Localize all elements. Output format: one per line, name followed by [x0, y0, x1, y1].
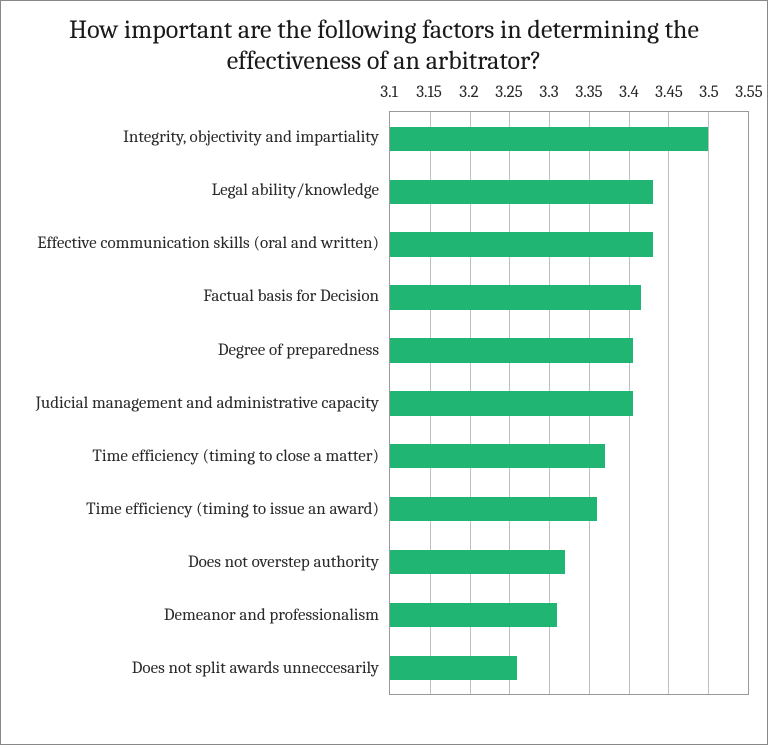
bar-slot [390, 483, 748, 536]
bar-slot [390, 430, 748, 483]
x-axis-row: 3.13.153.23.253.33.353.43.453.53.55 [19, 83, 749, 111]
bar [390, 127, 708, 151]
axis-label-spacer [19, 83, 389, 111]
bar-slot [390, 112, 748, 165]
category-label: Time efficiency (timing to issue an awar… [19, 483, 389, 536]
x-tick-label: 3.15 [416, 83, 442, 102]
bar-slot [390, 536, 748, 589]
plot-area [389, 111, 749, 695]
chart-title: How important are the following factors … [19, 15, 749, 77]
category-label: Degree of preparedness [19, 324, 389, 377]
bar-slot [390, 377, 748, 430]
bar-slot [390, 589, 748, 642]
bar [390, 550, 565, 574]
category-label: Time efficiency (timing to close a matte… [19, 430, 389, 483]
x-tick-label: 3.2 [459, 83, 478, 102]
chart-body: 3.13.153.23.253.33.353.43.453.53.55 Inte… [19, 83, 749, 695]
bar [390, 338, 633, 362]
category-label: Effective communication skills (oral and… [19, 218, 389, 271]
bar [390, 232, 653, 256]
x-tick-label: 3.25 [495, 83, 522, 102]
category-label: Judicial management and administrative c… [19, 377, 389, 430]
x-tick-label: 3.1 [380, 83, 398, 102]
category-label: Does not split awards unneccesarily [19, 642, 389, 695]
category-label: Demeanor and professionalism [19, 589, 389, 642]
x-tick-label: 3.4 [619, 83, 639, 102]
bar [390, 444, 605, 468]
x-tick-label: 3.3 [539, 83, 558, 102]
bar [390, 391, 633, 415]
x-axis-area: 3.13.153.23.253.33.353.43.453.53.55 [389, 83, 749, 111]
bar [390, 603, 557, 627]
bar-slot [390, 165, 748, 218]
bar-slot [390, 218, 748, 271]
category-label: Factual basis for Decision [19, 271, 389, 324]
bar [390, 497, 597, 521]
category-label: Legal ability/knowledge [19, 164, 389, 217]
x-tick-label: 3.45 [655, 83, 683, 102]
bar [390, 180, 653, 204]
bar [390, 656, 517, 680]
bar-slot [390, 324, 748, 377]
x-tick-label: 3.55 [735, 83, 763, 102]
chart-container: How important are the following factors … [0, 0, 768, 745]
x-tick-label: 3.5 [699, 83, 718, 102]
bar-slot [390, 271, 748, 324]
bar-slot [390, 641, 748, 694]
x-tick-label: 3.35 [575, 83, 602, 102]
plot-row: Integrity, objectivity and impartialityL… [19, 111, 749, 695]
category-label: Integrity, objectivity and impartiality [19, 111, 389, 164]
category-labels-column: Integrity, objectivity and impartialityL… [19, 111, 389, 695]
category-label: Does not overstep authority [19, 536, 389, 589]
bar [390, 285, 641, 309]
